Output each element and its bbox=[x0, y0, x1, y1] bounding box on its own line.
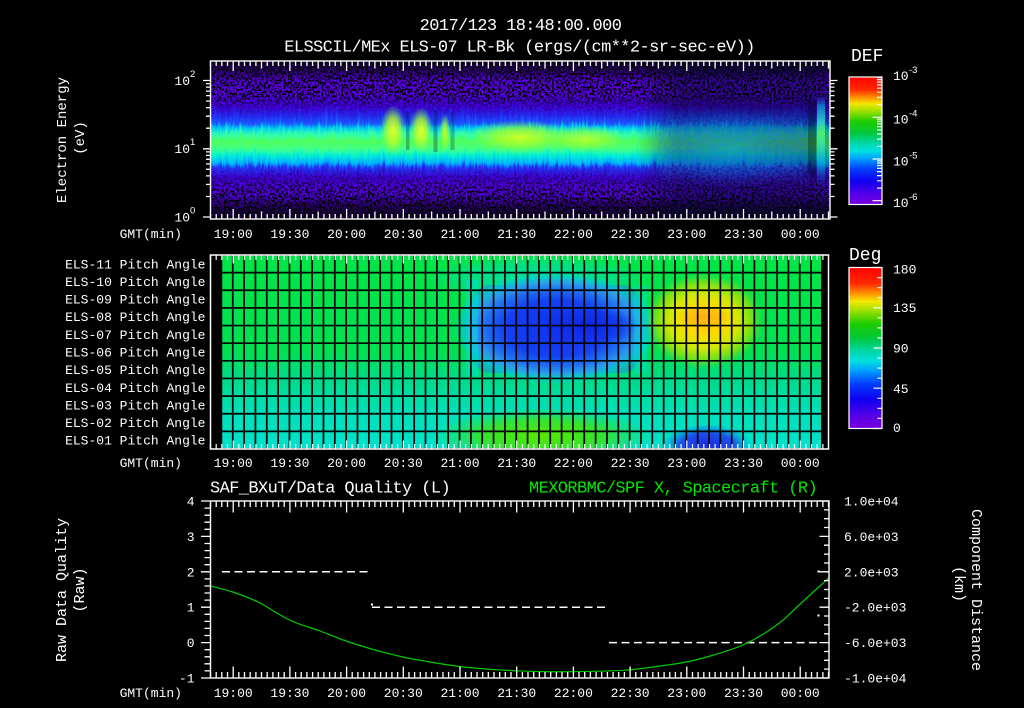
svg-text:21:30: 21:30 bbox=[497, 456, 536, 471]
svg-text:Component Distance: Component Distance bbox=[967, 509, 984, 671]
svg-text:00:00: 00:00 bbox=[781, 227, 820, 242]
svg-text:21:00: 21:00 bbox=[440, 456, 479, 471]
svg-text:(Raw): (Raw) bbox=[72, 567, 89, 612]
svg-text:ELS-10 Pitch Angle: ELS-10 Pitch Angle bbox=[65, 275, 205, 290]
svg-text:23:30: 23:30 bbox=[724, 456, 763, 471]
svg-text:-1.0e+04: -1.0e+04 bbox=[844, 672, 907, 687]
svg-text:135: 135 bbox=[893, 301, 916, 316]
svg-text:19:30: 19:30 bbox=[270, 456, 309, 471]
svg-text:MEXORBMC/SPF X, Spacecraft (R): MEXORBMC/SPF X, Spacecraft (R) bbox=[529, 480, 817, 499]
svg-text:GMT(min): GMT(min) bbox=[120, 227, 182, 242]
svg-text:10: 10 bbox=[893, 113, 909, 128]
svg-text:1.0e+04: 1.0e+04 bbox=[844, 495, 899, 510]
svg-text:180: 180 bbox=[893, 263, 916, 278]
svg-text:-6: -6 bbox=[909, 192, 917, 203]
svg-text:90: 90 bbox=[893, 342, 909, 357]
svg-text:(km): (km) bbox=[950, 566, 967, 602]
svg-text:ELS-03 Pitch Angle: ELS-03 Pitch Angle bbox=[65, 398, 205, 413]
svg-text:4: 4 bbox=[187, 495, 195, 510]
svg-text:-3: -3 bbox=[909, 65, 917, 76]
svg-text:20:00: 20:00 bbox=[327, 686, 366, 701]
svg-text:ELS-04 Pitch Angle: ELS-04 Pitch Angle bbox=[65, 381, 205, 396]
svg-text:GMT(min): GMT(min) bbox=[120, 686, 182, 701]
svg-text:10: 10 bbox=[174, 211, 190, 226]
svg-text:0: 0 bbox=[190, 206, 195, 217]
svg-text:19:00: 19:00 bbox=[214, 227, 253, 242]
svg-text:2: 2 bbox=[190, 69, 195, 80]
svg-text:45: 45 bbox=[893, 382, 909, 397]
svg-text:ELS-06 Pitch Angle: ELS-06 Pitch Angle bbox=[65, 346, 205, 361]
svg-text:00:00: 00:00 bbox=[781, 456, 820, 471]
svg-text:21:00: 21:00 bbox=[440, 227, 479, 242]
svg-text:10: 10 bbox=[893, 69, 909, 84]
svg-text:23:30: 23:30 bbox=[724, 227, 763, 242]
svg-text:23:00: 23:00 bbox=[667, 227, 706, 242]
svg-text:10: 10 bbox=[893, 196, 909, 211]
svg-text:23:30: 23:30 bbox=[724, 686, 763, 701]
svg-text:GMT(min): GMT(min) bbox=[120, 456, 182, 471]
svg-text:0: 0 bbox=[893, 421, 901, 436]
svg-text:21:00: 21:00 bbox=[440, 686, 479, 701]
svg-text:ELS-05 Pitch Angle: ELS-05 Pitch Angle bbox=[65, 363, 205, 378]
svg-text:22:00: 22:00 bbox=[554, 456, 593, 471]
svg-text:1: 1 bbox=[190, 137, 195, 148]
svg-text:19:00: 19:00 bbox=[214, 686, 253, 701]
svg-text:ELS-07 Pitch Angle: ELS-07 Pitch Angle bbox=[65, 328, 205, 343]
svg-text:ELS-01 Pitch Angle: ELS-01 Pitch Angle bbox=[65, 434, 205, 449]
svg-text:Deg: Deg bbox=[849, 246, 881, 266]
svg-text:-2.0e+03: -2.0e+03 bbox=[844, 601, 906, 616]
svg-text:ELS-11 Pitch Angle: ELS-11 Pitch Angle bbox=[65, 257, 205, 272]
svg-text:Electron Energy: Electron Energy bbox=[55, 77, 71, 203]
svg-text:10: 10 bbox=[174, 74, 190, 89]
svg-text:20:30: 20:30 bbox=[384, 456, 423, 471]
svg-text:22:30: 22:30 bbox=[611, 227, 650, 242]
svg-text:ELS-02 Pitch Angle: ELS-02 Pitch Angle bbox=[65, 416, 205, 431]
svg-text:22:00: 22:00 bbox=[554, 227, 593, 242]
svg-text:ELS-08 Pitch Angle: ELS-08 Pitch Angle bbox=[65, 310, 205, 325]
svg-text:20:00: 20:00 bbox=[327, 227, 366, 242]
svg-text:20:30: 20:30 bbox=[384, 227, 423, 242]
svg-text:20:30: 20:30 bbox=[384, 686, 423, 701]
svg-text:-5: -5 bbox=[909, 150, 917, 161]
svg-text:-4: -4 bbox=[909, 109, 917, 120]
svg-text:2.0e+03: 2.0e+03 bbox=[844, 565, 899, 580]
svg-text:00:00: 00:00 bbox=[781, 686, 820, 701]
svg-text:22:00: 22:00 bbox=[554, 686, 593, 701]
svg-text:SAF_BXuT/Data Quality (L): SAF_BXuT/Data Quality (L) bbox=[210, 480, 450, 499]
svg-text:6.0e+03: 6.0e+03 bbox=[844, 530, 899, 545]
svg-text:21:30: 21:30 bbox=[497, 686, 536, 701]
svg-text:21:30: 21:30 bbox=[497, 227, 536, 242]
svg-text:19:30: 19:30 bbox=[270, 686, 309, 701]
svg-text:-1: -1 bbox=[179, 672, 195, 687]
svg-text:2017/123 18:48:00.000: 2017/123 18:48:00.000 bbox=[420, 17, 622, 36]
svg-text:Raw Data Quality: Raw Data Quality bbox=[54, 518, 71, 662]
svg-text:22:30: 22:30 bbox=[611, 686, 650, 701]
svg-text:23:00: 23:00 bbox=[667, 686, 706, 701]
svg-text:10: 10 bbox=[174, 142, 190, 157]
svg-text:20:00: 20:00 bbox=[327, 456, 366, 471]
svg-text:23:00: 23:00 bbox=[667, 456, 706, 471]
svg-text:ELSSCIL/MEx ELS-07 LR-Bk (erg: ELSSCIL/MEx ELS-07 LR-Bk (ergs/(cm**2-sr… bbox=[284, 39, 754, 58]
svg-text:19:00: 19:00 bbox=[214, 456, 253, 471]
svg-text:(eV): (eV) bbox=[73, 121, 89, 155]
svg-text:19:30: 19:30 bbox=[270, 227, 309, 242]
svg-text:22:30: 22:30 bbox=[611, 456, 650, 471]
svg-text:DEF: DEF bbox=[851, 47, 883, 67]
svg-text:10: 10 bbox=[893, 154, 909, 169]
svg-text:2: 2 bbox=[187, 565, 195, 580]
svg-text:3: 3 bbox=[187, 530, 195, 545]
svg-text:0: 0 bbox=[187, 636, 195, 651]
svg-text:1: 1 bbox=[187, 601, 195, 616]
svg-text:-6.0e+03: -6.0e+03 bbox=[844, 636, 906, 651]
svg-text:ELS-09 Pitch Angle: ELS-09 Pitch Angle bbox=[65, 293, 205, 308]
